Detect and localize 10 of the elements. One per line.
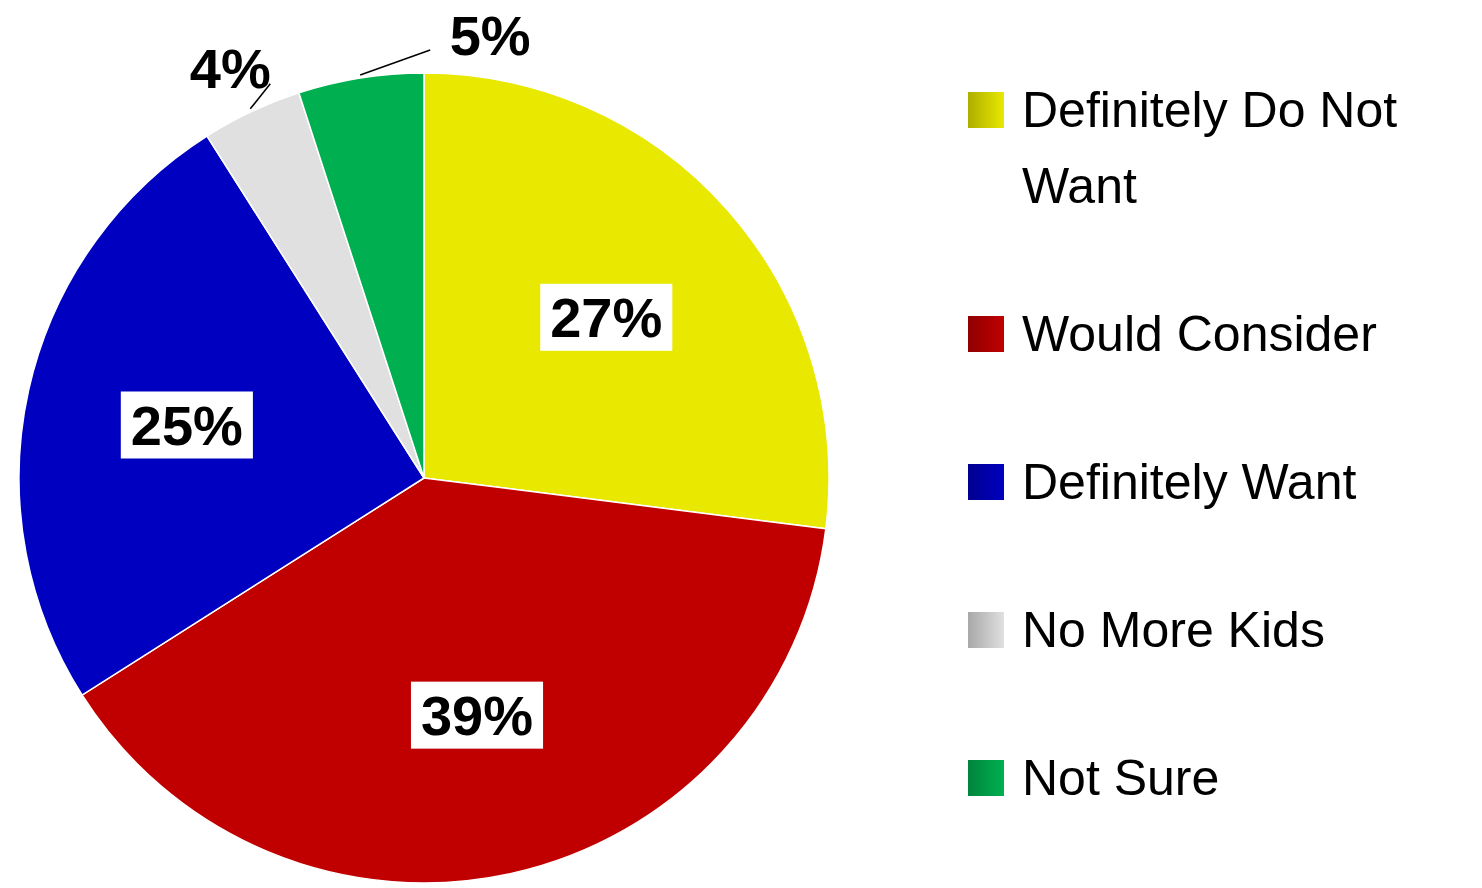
legend-label: Definitely Do Not Want: [1022, 82, 1398, 214]
data-label: 5%: [449, 3, 531, 67]
legend-label: Would Consider: [1022, 306, 1377, 362]
legend-label: No More Kids: [1022, 602, 1325, 658]
legend-label: Not Sure: [1022, 750, 1220, 806]
data-label: 4%: [189, 37, 271, 101]
data-label: 25%: [130, 393, 243, 457]
legend-label: Definitely Want: [1022, 454, 1357, 510]
data-label: 39%: [420, 683, 534, 747]
data-label: 27%: [550, 285, 663, 349]
